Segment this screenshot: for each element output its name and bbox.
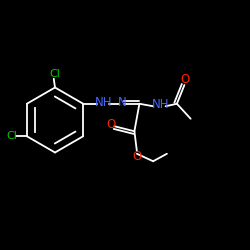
Text: N: N <box>118 96 126 109</box>
Text: Cl: Cl <box>50 69 60 79</box>
Text: NH: NH <box>95 96 113 109</box>
Text: NH: NH <box>152 98 169 112</box>
Text: Cl: Cl <box>6 131 17 141</box>
Text: O: O <box>107 118 116 132</box>
Text: O: O <box>133 150 142 163</box>
Text: O: O <box>180 73 190 86</box>
